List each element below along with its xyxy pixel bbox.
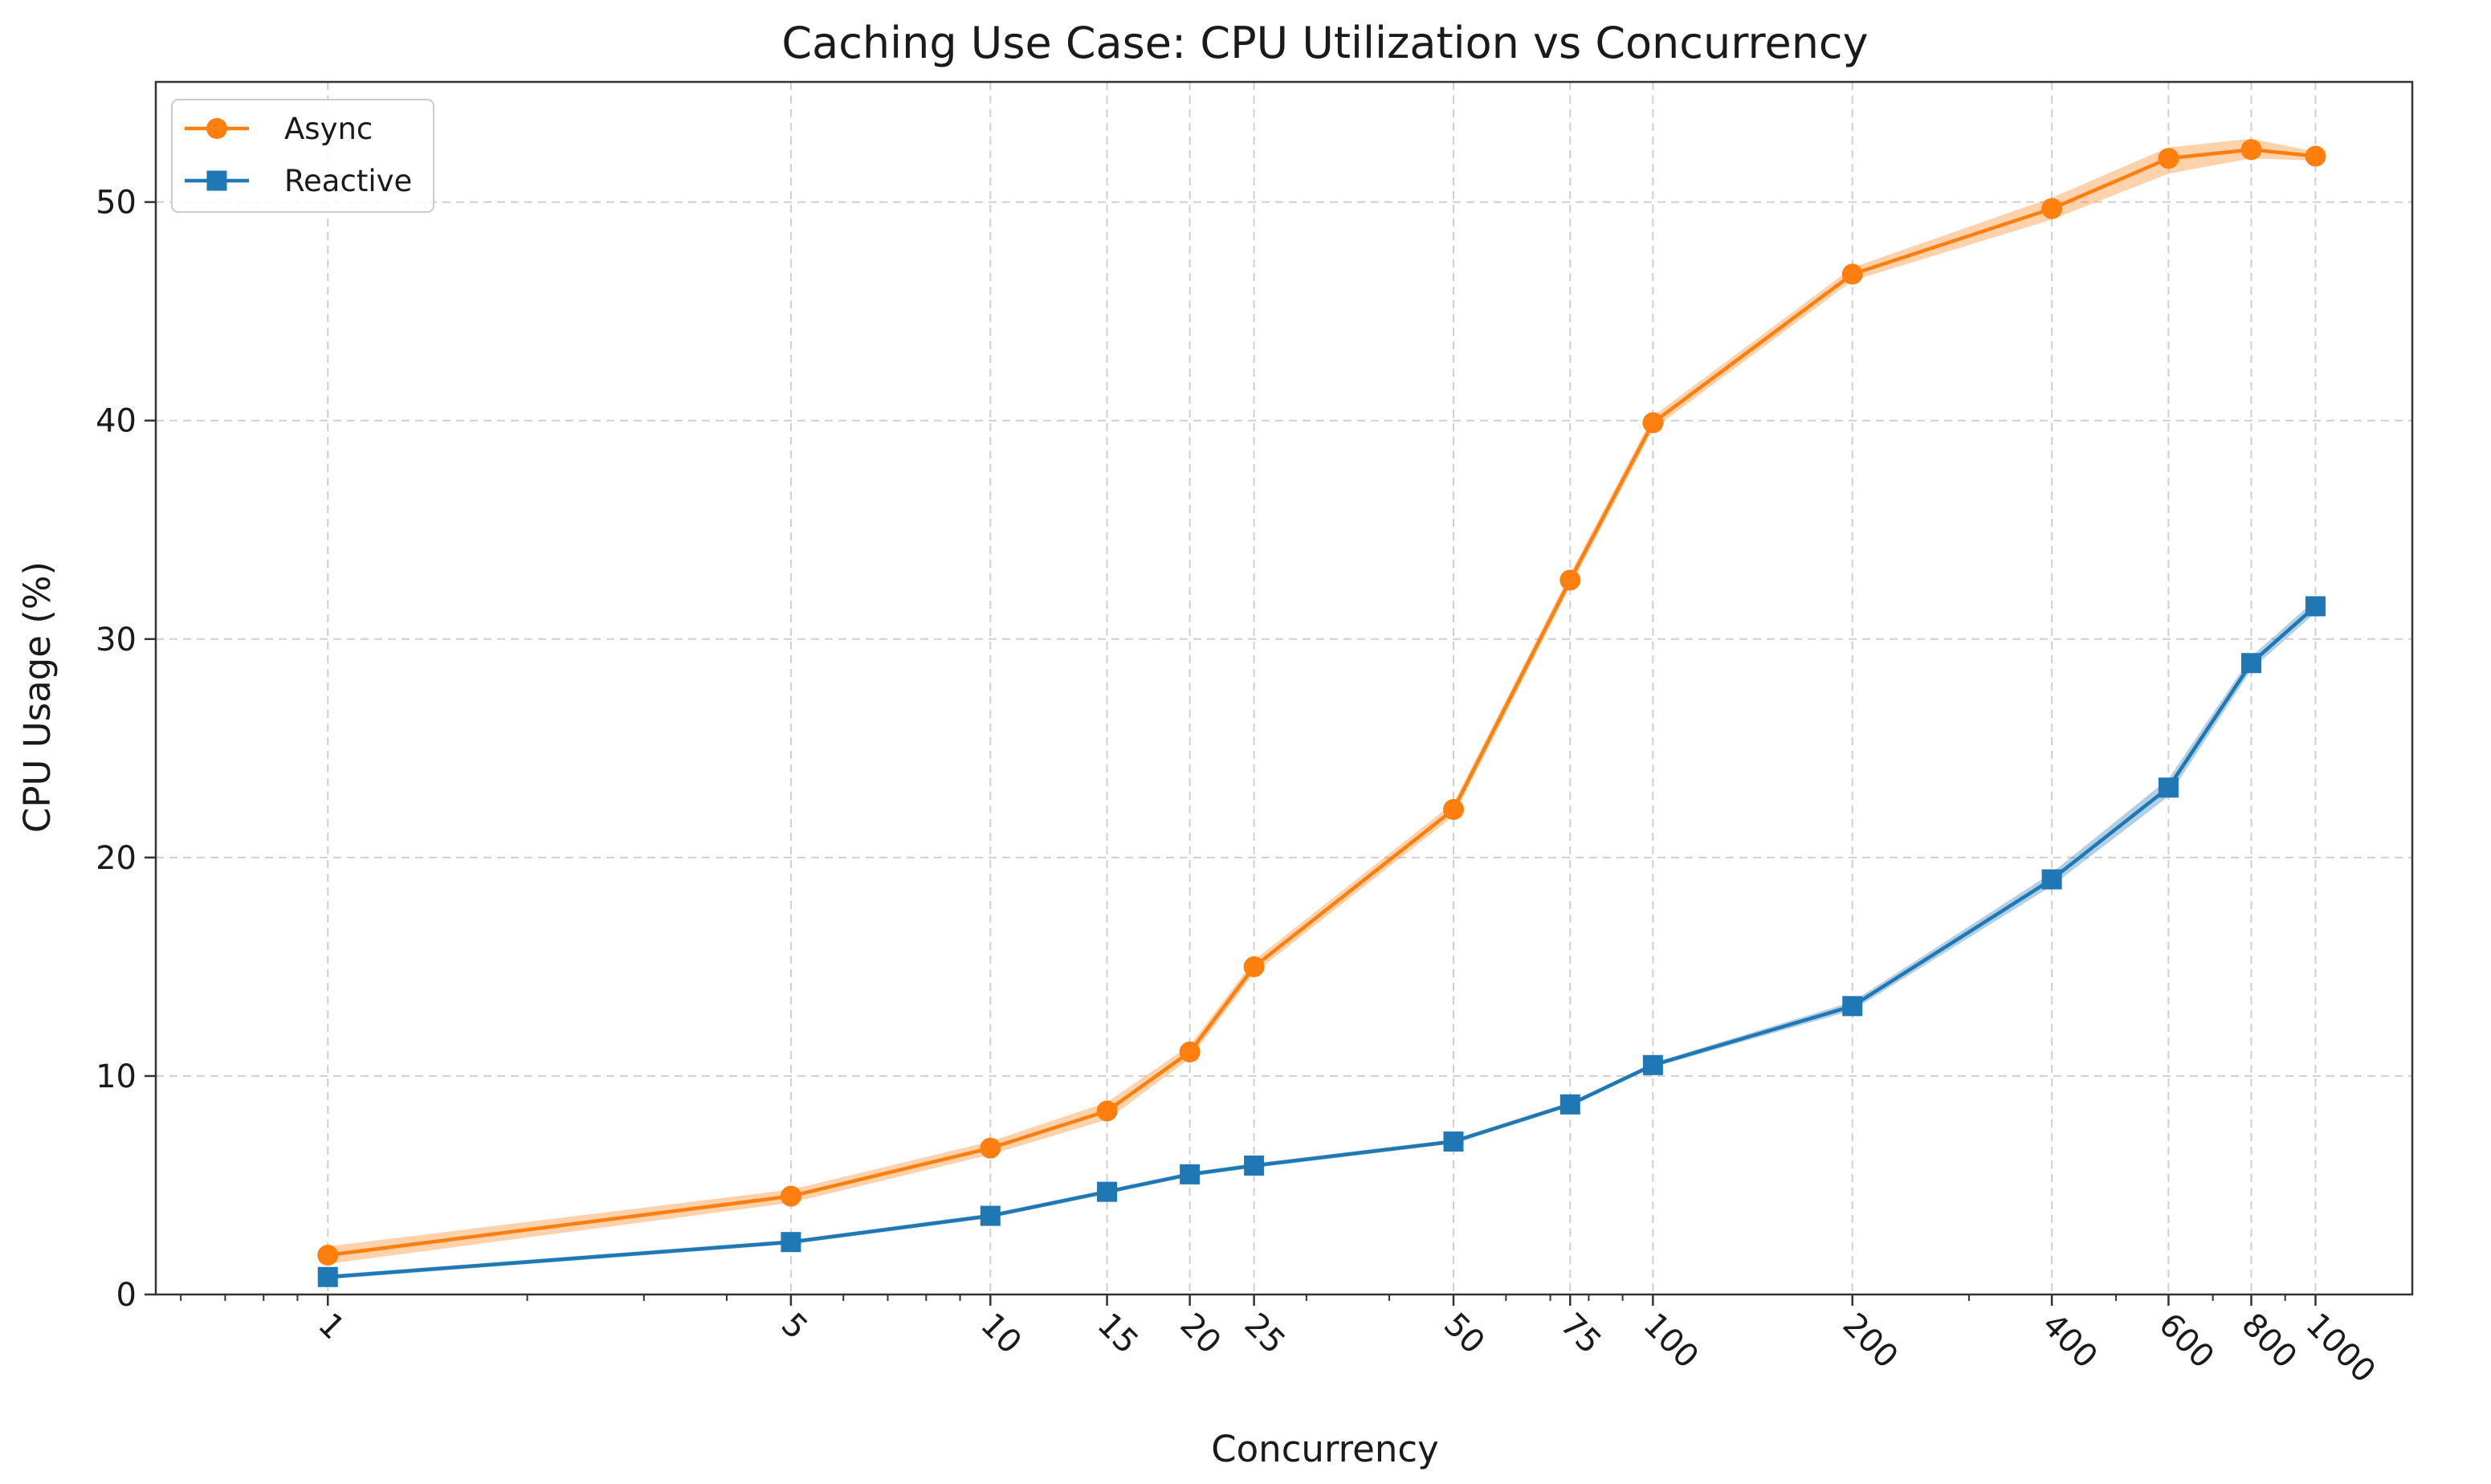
y-tick-label: 20 [96,840,137,877]
legend-async-label: Async [284,112,373,146]
reactive-point [2305,596,2326,617]
reactive-point [1842,996,1863,1017]
series-markers [317,139,2326,1287]
reactive-point [1642,1054,1663,1075]
chart-title: Caching Use Case: CPU Utilization vs Con… [781,18,1868,68]
async-line [327,148,2316,1258]
legend-reactive-marker [206,170,227,191]
reactive-point [1097,1181,1118,1202]
y-tick-label: 30 [96,622,137,658]
reactive-line [328,605,2317,1279]
x-axis-label: Concurrency [1211,1428,1439,1470]
grid-layer [156,82,2412,1295]
y-tick-label: 10 [96,1058,137,1095]
reactive-point [980,1205,1001,1226]
async-point [2158,148,2179,169]
reactive-point [1443,1131,1464,1152]
async-point [1179,1042,1201,1062]
async-point [2041,198,2063,219]
async-point [1841,263,1863,285]
reactive-point [781,1232,801,1253]
async-point [317,1245,339,1266]
series-lines [327,148,2317,1279]
legend-reactive-label: Reactive [284,164,412,198]
reactive-point [317,1266,338,1287]
async-point [980,1137,1001,1159]
reactive-point [1180,1164,1201,1184]
async-point [780,1185,801,1207]
async-point [2305,145,2326,167]
async-point [1642,412,1664,434]
reactive-point [2158,777,2179,798]
reactive-point [1244,1155,1265,1176]
y-axis-label: CPU Usage (%) [16,561,59,833]
reactive-point [1559,1094,1580,1115]
plot-frame [154,80,2414,1296]
y-tick-label: 50 [96,185,137,222]
reactive-point [2240,653,2261,674]
legend-async-marker [206,118,227,139]
y-tick-label: 0 [116,1277,137,1314]
async-point [1096,1100,1118,1122]
y-tick-label: 40 [96,403,137,440]
async-point [1559,569,1581,591]
async-point [1243,956,1265,977]
reactive-point [2041,869,2062,890]
async-point [1442,799,1464,820]
async-point [2240,139,2262,161]
legend: Async Reactive [171,99,434,213]
